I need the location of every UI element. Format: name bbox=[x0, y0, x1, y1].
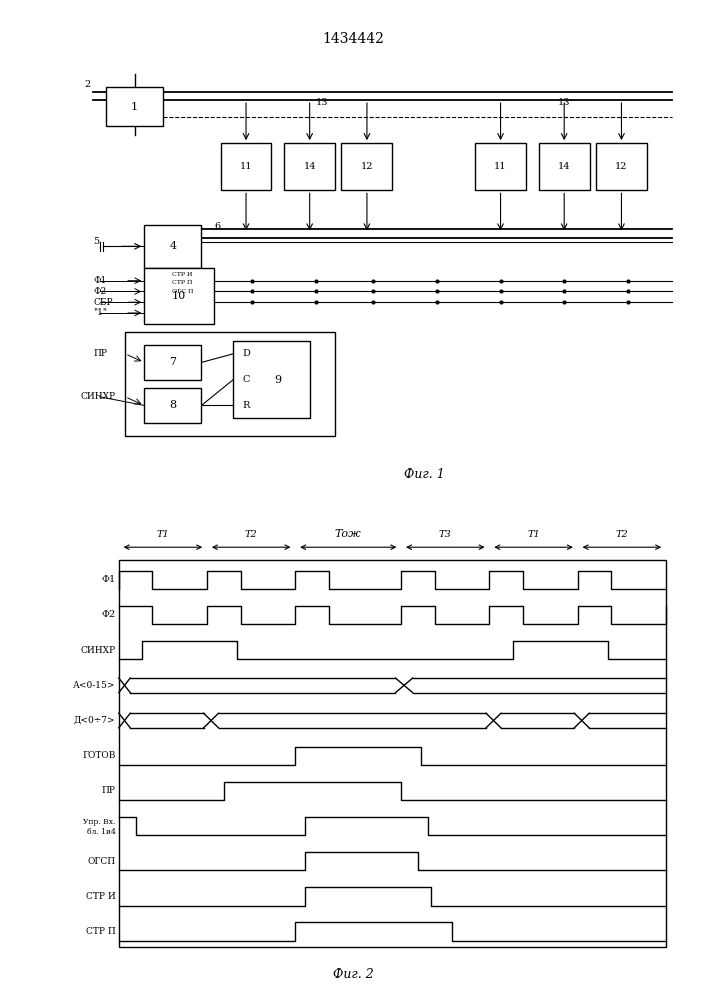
Bar bbox=[125, 332, 335, 436]
Text: 1: 1 bbox=[131, 102, 139, 112]
Text: Фиг. 2: Фиг. 2 bbox=[333, 968, 374, 982]
Bar bbox=[475, 143, 526, 190]
Text: 10: 10 bbox=[172, 291, 187, 301]
Text: Д<0÷7>: Д<0÷7> bbox=[74, 716, 116, 725]
Text: СИНХР: СИНХР bbox=[81, 646, 116, 655]
Text: СТР И: СТР И bbox=[173, 272, 192, 277]
Bar bbox=[341, 143, 392, 190]
Text: Ф1: Ф1 bbox=[101, 575, 116, 584]
Text: 2: 2 bbox=[84, 80, 90, 89]
Bar bbox=[284, 143, 335, 190]
Bar bbox=[144, 388, 201, 423]
Text: СБР: СБР bbox=[93, 298, 113, 307]
Text: ПР: ПР bbox=[93, 349, 107, 358]
Text: 6: 6 bbox=[214, 222, 221, 231]
Text: 8: 8 bbox=[169, 400, 177, 410]
Bar bbox=[144, 225, 201, 268]
Text: T1: T1 bbox=[527, 530, 540, 539]
Text: "1": "1" bbox=[93, 308, 107, 317]
Bar bbox=[144, 268, 214, 324]
Text: Ф2: Ф2 bbox=[93, 287, 107, 296]
Text: СТР П: СТР П bbox=[86, 927, 116, 936]
Text: Ф1: Ф1 bbox=[93, 276, 107, 285]
Text: 9: 9 bbox=[274, 375, 281, 385]
Bar bbox=[144, 345, 201, 380]
Text: 14: 14 bbox=[303, 162, 316, 171]
Text: T3: T3 bbox=[439, 530, 452, 539]
Text: T1: T1 bbox=[156, 530, 169, 539]
Text: Фиг. 1: Фиг. 1 bbox=[404, 468, 445, 481]
Text: СТР П: СТР П bbox=[173, 280, 192, 285]
Text: Ф2: Ф2 bbox=[101, 610, 116, 619]
Text: 4: 4 bbox=[169, 241, 177, 251]
Text: 12: 12 bbox=[361, 162, 373, 171]
Text: R: R bbox=[243, 401, 250, 410]
Text: 1434442: 1434442 bbox=[322, 32, 385, 46]
Text: 11: 11 bbox=[494, 162, 507, 171]
Text: Tож: Tож bbox=[335, 529, 361, 539]
Text: T2: T2 bbox=[245, 530, 257, 539]
Bar bbox=[221, 143, 271, 190]
Text: ОГСП: ОГСП bbox=[88, 857, 116, 866]
Text: ГОТОВ: ГОТОВ bbox=[82, 751, 116, 760]
Text: C: C bbox=[243, 375, 250, 384]
Text: 11: 11 bbox=[240, 162, 252, 171]
Bar bbox=[539, 143, 590, 190]
Text: 5: 5 bbox=[93, 237, 100, 246]
Text: Упр. Вх.: Упр. Вх. bbox=[83, 818, 116, 826]
Text: ПР: ПР bbox=[102, 786, 116, 795]
Text: А<0-15>: А<0-15> bbox=[73, 681, 116, 690]
Text: D: D bbox=[243, 349, 251, 358]
Text: T2: T2 bbox=[616, 530, 629, 539]
Text: 7: 7 bbox=[170, 357, 176, 367]
Text: СИНХР: СИНХР bbox=[81, 392, 116, 401]
Text: 13: 13 bbox=[558, 98, 571, 107]
Text: СТР И: СТР И bbox=[86, 892, 116, 901]
Bar bbox=[119, 560, 666, 947]
Text: 14: 14 bbox=[558, 162, 571, 171]
Text: ОГС П: ОГС П bbox=[172, 289, 193, 294]
Bar bbox=[106, 87, 163, 126]
Text: бл. 1и4: бл. 1и4 bbox=[87, 828, 116, 836]
Text: 13: 13 bbox=[316, 98, 329, 107]
Bar bbox=[596, 143, 647, 190]
Bar bbox=[233, 341, 310, 418]
Text: 12: 12 bbox=[615, 162, 628, 171]
